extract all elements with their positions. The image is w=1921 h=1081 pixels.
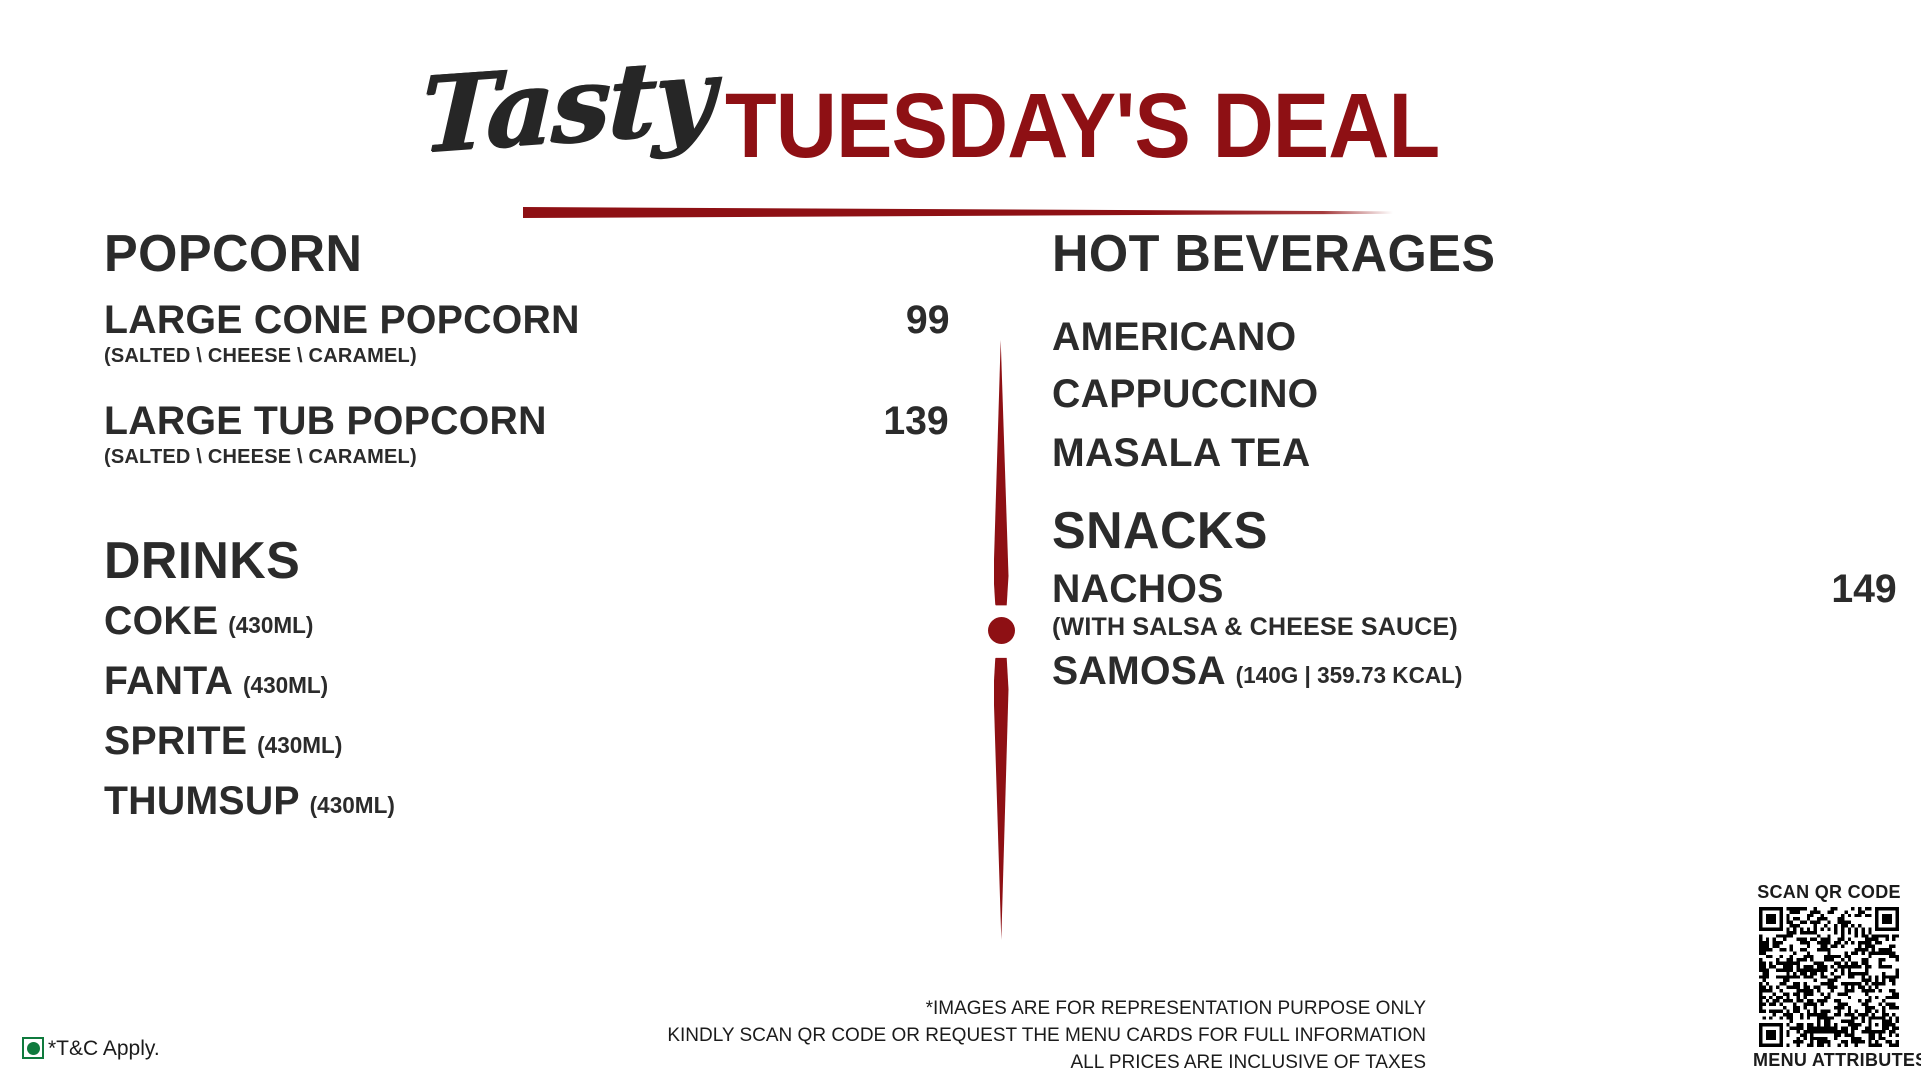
qr-bottom-label: MENU ATTRIBUTES — [1753, 1049, 1921, 1070]
menu-item-samosa: SAMOSA(140G | 359.73 KCAL) 89 — [1052, 650, 1921, 692]
disclaimer-block: *IMAGES ARE FOR REPRESENTATION PURPOSE O… — [667, 996, 1426, 1077]
item-name: SPRITE (430ML) — [104, 720, 342, 762]
menu-item-thumsup: THUMSUP(430ML) 99 — [104, 780, 1921, 822]
item-price: 149 — [1831, 567, 1897, 611]
item-qualifier: (430ML) — [309, 792, 395, 818]
title-main-word: TUESDAY'S DEAL — [725, 75, 1440, 177]
item-name: THUMSUP (430ML) — [104, 780, 395, 822]
menu-title-banner: Tasty TUESDAY'S DEAL — [0, 33, 1921, 218]
menu-item-large-tub-popcorn: LARGE TUB POPCORN 139 (SALTED \ CHEESE \… — [104, 400, 949, 468]
item-qualifier: (430ML) — [257, 732, 343, 758]
item-description: (WITH SALSA & CHEESE SAUCE) — [1052, 613, 1458, 641]
item-name: NACHOS — [1052, 567, 1224, 611]
item-name-text: FANTA — [104, 659, 234, 703]
menu-item-sprite: SPRITE(430ML) 99 — [104, 720, 1921, 762]
item-name: SAMOSA (140G | 359.73 KCAL) — [1052, 650, 1462, 692]
terms-and-conditions: *T&C Apply. — [22, 1037, 160, 1059]
item-qualifier: (140G | 359.73 KCAL) — [1235, 662, 1463, 688]
item-qualifier: (430ML) — [243, 672, 329, 698]
qr-top-label: SCAN QR CODE — [1757, 882, 1901, 902]
menu-item-row: LARGE CONE POPCORN 99 — [104, 299, 949, 341]
tnc-label: *T&C Apply. — [48, 1036, 160, 1060]
menu-item-americano: AMERICANO 99 — [1052, 316, 1921, 358]
disclaimer-line: KINDLY SCAN QR CODE OR REQUEST THE MENU … — [667, 1024, 1426, 1046]
section-heading-hot-beverages: HOT BEVERAGES — [1052, 225, 1496, 283]
divider-spear-top-icon — [993, 340, 1009, 606]
menu-item-coke: COKE(430ML) 99 — [104, 600, 1921, 642]
section-heading-popcorn: POPCORN — [104, 225, 363, 283]
qr-code-block[interactable]: SCAN QR CODE MENU ATTRIBUTES — [1753, 881, 1921, 1071]
section-heading-snacks: SNACKS — [1052, 502, 1268, 560]
item-name-text: SPRITE — [104, 719, 248, 763]
item-price: 139 — [883, 399, 949, 443]
menu-item-large-cone-popcorn: LARGE CONE POPCORN 99 (SALTED \ CHEESE \… — [104, 299, 949, 367]
menu-item-row: NACHOS 149 — [1052, 568, 1897, 610]
item-name: CAPPUCCINO — [1052, 372, 1319, 416]
menu-item-masala-tea: MASALA TEA 99 — [1052, 432, 1921, 474]
menu-item-row: LARGE TUB POPCORN 139 — [104, 400, 949, 442]
item-qualifier: (430ML) — [228, 612, 314, 638]
veg-indicator-icon — [22, 1037, 44, 1059]
menu-item-cappuccino: CAPPUCCINO 99 — [1052, 373, 1921, 415]
title-underline-stroke — [523, 207, 1393, 218]
item-name: LARGE TUB POPCORN — [104, 399, 547, 443]
item-name: AMERICANO — [1052, 315, 1297, 359]
qr-code-icon[interactable] — [1759, 906, 1899, 1047]
disclaimer-line: ALL PRICES ARE INCLUSIVE OF TAXES — [1070, 1051, 1427, 1073]
menu-item-fanta: FANTA(430ML) 99 — [104, 660, 1921, 702]
item-description: (SALTED \ CHEESE \ CARAMEL) — [104, 446, 417, 468]
item-name: MASALA TEA — [1052, 431, 1311, 475]
column-divider-ornament — [987, 340, 1015, 940]
item-name-text: THUMSUP — [104, 779, 300, 823]
item-price: 99 — [905, 298, 949, 342]
item-name: LARGE CONE POPCORN — [104, 298, 580, 342]
item-name: FANTA (430ML) — [104, 660, 328, 702]
menu-item-nachos: NACHOS 149 (WITH SALSA & CHEESE SAUCE) — [1052, 568, 1897, 642]
divider-dot-icon — [987, 617, 1015, 644]
veg-dot-icon — [26, 1041, 40, 1055]
disclaimer-line: *IMAGES ARE FOR REPRESENTATION PURPOSE O… — [925, 998, 1426, 1019]
item-name-text: SAMOSA — [1052, 649, 1226, 693]
title-script-word: Tasty — [419, 33, 715, 178]
item-name-text: COKE — [104, 599, 219, 643]
item-name: COKE (430ML) — [104, 600, 313, 642]
section-heading-drinks: DRINKS — [104, 532, 301, 590]
item-description: (SALTED \ CHEESE \ CARAMEL) — [104, 345, 417, 367]
